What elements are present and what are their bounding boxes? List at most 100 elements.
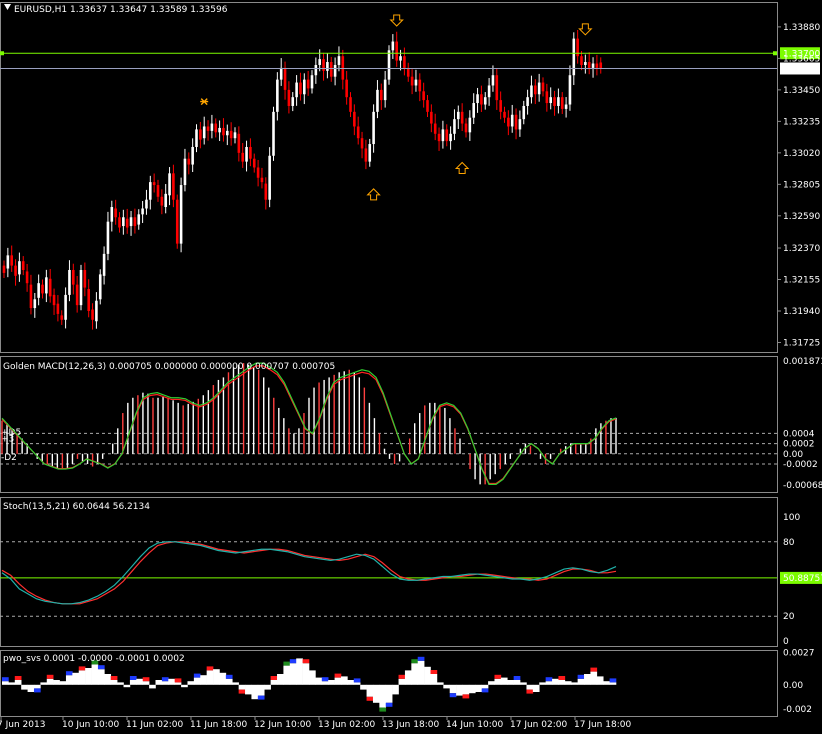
candle-body (299, 82, 302, 95)
pwo-bar (46, 678, 54, 685)
candle-body (510, 114, 514, 127)
pwo-bar (21, 684, 28, 690)
signal-arrows (200, 14, 593, 201)
candle-body (468, 117, 472, 133)
candle-body (545, 91, 549, 104)
pwo-cap (398, 674, 406, 679)
pwo-cap (385, 702, 393, 707)
pwo-cap (129, 676, 137, 680)
pwo-bar (328, 680, 335, 685)
bid-price-tag (780, 62, 820, 75)
candle-body (260, 177, 264, 183)
pwo-bar (200, 675, 207, 685)
triangle-down-icon[interactable] (4, 4, 11, 10)
time-label: 10 Jun 10:00 (62, 720, 119, 730)
candle-body (487, 85, 491, 98)
candle-body (595, 63, 599, 68)
level-handle-left[interactable] (0, 51, 4, 56)
candle-body (91, 309, 94, 320)
time-axis: 7 Jun 2013 10 Jun 10:00 11 Jun 02:00 11 Jun… (0, 716, 631, 730)
candle-body (6, 255, 10, 269)
candle-body (530, 85, 533, 98)
candle-body (256, 167, 260, 178)
up-arrow-icon (366, 188, 381, 201)
pwo-bar (91, 664, 99, 685)
candle-body (587, 62, 591, 68)
candle-body (453, 119, 456, 134)
candle-body (541, 82, 545, 92)
candle-body (503, 111, 506, 118)
pwo-bar (385, 684, 393, 703)
pwo-bar (283, 665, 291, 685)
pwo-bar (206, 670, 214, 685)
candle-body (129, 217, 133, 227)
pwo-bar (430, 674, 438, 685)
pwo-cap (513, 676, 521, 680)
candle-body (102, 253, 106, 276)
pwo-bar (436, 682, 444, 685)
pwo-cap (302, 659, 310, 664)
pwo-bar (334, 677, 342, 685)
time-label: 17 Jun 18:00 (574, 720, 631, 730)
price-tick-label: 1.33020 (783, 149, 820, 159)
candle-body (79, 269, 83, 306)
pwo-bar (360, 684, 367, 690)
pwo-cap (257, 695, 265, 700)
pwo-bar (65, 675, 73, 685)
candle-body (72, 269, 75, 285)
candle-body (318, 59, 321, 65)
pwo-bar (564, 681, 572, 685)
pwo-cap (526, 689, 534, 694)
candle-body (83, 269, 87, 288)
candle-body (572, 38, 576, 76)
pwo-bar (398, 678, 406, 685)
pwo-bar (584, 674, 591, 685)
pwo-cap (289, 659, 297, 664)
pwo-bar (500, 677, 508, 685)
pwo-bar (136, 678, 144, 685)
panel-frame-0 (0, 2, 778, 353)
pwo-bar (417, 660, 425, 685)
stoch-signal-line (1, 541, 617, 605)
candle-body (464, 123, 468, 133)
macd-level-label: +D5 (1, 428, 21, 438)
pwo-bar (296, 658, 303, 685)
pwo-bar (264, 684, 271, 690)
pwo-bar (366, 684, 374, 697)
pwo-bar (40, 682, 48, 685)
macd-tick-label: 0.00 (783, 450, 803, 460)
pwo-cap (225, 674, 233, 679)
candle-body (349, 97, 352, 112)
candle-body (341, 56, 345, 80)
candle-body (279, 67, 283, 80)
macd-tick-label: 0.001871 (783, 357, 822, 367)
price-tick-label: 1.31940 (783, 307, 820, 317)
candle-body (287, 89, 291, 106)
pwo-bar (404, 670, 412, 685)
candle-body (483, 97, 487, 105)
candle-body (457, 111, 460, 120)
pwo-cap (142, 677, 150, 682)
pwo-bar (609, 682, 617, 685)
pwo-bar (539, 682, 546, 685)
pwo-cap (481, 688, 489, 693)
macd-tick-label: 0.0004 (783, 429, 815, 439)
candle-body (518, 119, 522, 130)
candle-body (368, 144, 372, 162)
candle-body (526, 97, 529, 106)
candle-body (537, 82, 541, 95)
macd-tick-label: 0.0002 (783, 440, 815, 450)
pwo-bar (507, 680, 514, 685)
time-label: 12 Jun 10:00 (254, 720, 311, 730)
pwo-bar (257, 684, 265, 696)
pwo-bar (161, 681, 169, 685)
candle-body (45, 277, 48, 294)
candle-body (449, 133, 452, 142)
candle-body (337, 56, 341, 65)
candle-body (514, 114, 518, 130)
candle-body (95, 300, 98, 322)
candle-body (522, 105, 526, 120)
level-handle-right[interactable] (773, 51, 777, 56)
pwo-cap (174, 678, 182, 683)
pwo-bar (238, 684, 246, 690)
